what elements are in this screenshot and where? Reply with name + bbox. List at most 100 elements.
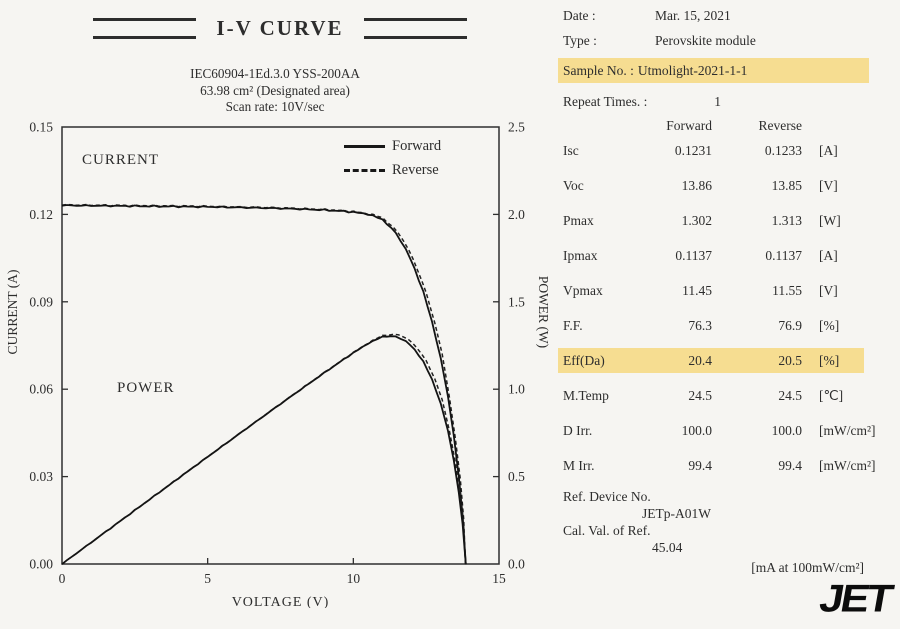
param-label: Isc bbox=[563, 143, 579, 158]
legend-item-forward: Forward bbox=[344, 134, 441, 158]
reverse-value: 76.9 bbox=[778, 318, 802, 333]
cal-val-unit: [mA at 100mW/cm²] bbox=[751, 560, 864, 575]
type-label: Type : bbox=[563, 33, 597, 48]
parameter-table: Isc 0.1231 0.1233 [A] Voc 13.86 13.85 [V] Pmax 1.… bbox=[558, 133, 888, 483]
power-reverse-curve bbox=[61, 333, 467, 565]
reverse-value: 20.5 bbox=[778, 353, 802, 368]
reverse-value: 0.1233 bbox=[764, 143, 802, 158]
unit-label: [mW/cm²] bbox=[819, 458, 876, 473]
legend-label-forward: Forward bbox=[392, 137, 442, 154]
table-row: Ipmax 0.1137 0.1137 [A] bbox=[558, 238, 888, 273]
forward-value: 0.1231 bbox=[674, 143, 712, 158]
cal-val-value: 45.04 bbox=[652, 540, 683, 555]
param-label: Eff(Da) bbox=[563, 353, 605, 368]
forward-value: 1.302 bbox=[681, 213, 712, 228]
scan-rate-line: Scan rate: 10V/sec bbox=[225, 99, 325, 114]
y-right-tick-label: 2.5 bbox=[508, 120, 525, 135]
table-row: Voc 13.86 13.85 [V] bbox=[558, 168, 888, 203]
reverse-value: 0.1137 bbox=[765, 248, 802, 263]
ref-device-value: JETp-A01W bbox=[642, 506, 711, 521]
x-tick-label: 15 bbox=[492, 571, 506, 586]
standard-line: IEC60904-1Ed.3.0 YSS-200AA bbox=[190, 66, 360, 81]
param-label: M.Temp bbox=[563, 388, 609, 403]
param-label: D Irr. bbox=[563, 423, 593, 438]
forward-value: 99.4 bbox=[688, 458, 712, 473]
right-axis-label: POWER (W) bbox=[536, 276, 551, 348]
unit-label: [A] bbox=[819, 143, 838, 158]
param-label: Vpmax bbox=[563, 283, 603, 298]
chart-pane: I-V CURVE IEC60904-1Ed.3.0 YSS-200AA 63.… bbox=[5, 16, 551, 609]
table-row: D Irr. 100.0 100.0 [mW/cm²] bbox=[558, 413, 888, 448]
sample-value: Utmolight-2021-1-1 bbox=[637, 63, 748, 78]
iv-chart: 0 5 10 15 0.00 0.03 0.06 0.09 0.12 0.15 0.0 0.5 1.0 1… bbox=[5, 120, 551, 609]
param-label: Pmax bbox=[563, 213, 594, 228]
type-value: Perovskite module bbox=[655, 33, 756, 48]
y-right-tick-label: 1.5 bbox=[508, 294, 525, 309]
table-row: Vpmax 11.45 11.55 [V] bbox=[558, 273, 888, 308]
jet-logo: JET bbox=[816, 577, 894, 621]
reverse-value: 1.313 bbox=[771, 213, 802, 228]
y-left-tick-label: 0.15 bbox=[29, 120, 53, 135]
x-axis-label: VOLTAGE (V) bbox=[232, 595, 330, 608]
reverse-value: 11.55 bbox=[772, 283, 802, 298]
x-tick-label: 0 bbox=[59, 571, 66, 586]
unit-label: [A] bbox=[819, 248, 838, 263]
repeat-value: 1 bbox=[714, 94, 721, 109]
chart-legend: Forward Reverse bbox=[344, 134, 441, 182]
repeat-label: Repeat Times. : bbox=[563, 94, 648, 109]
results-pane: Date : Mar. 15, 2021 Type : Perovskite m… bbox=[556, 0, 900, 629]
table-row: M Irr. 99.4 99.4 [mW/cm²] bbox=[558, 448, 888, 483]
table-row: M.Temp 24.5 24.5 [℃] bbox=[558, 378, 888, 413]
type-row: Type : Perovskite module bbox=[563, 33, 893, 49]
reverse-value: 13.85 bbox=[771, 178, 802, 193]
y-right-tick-label: 1.0 bbox=[508, 382, 525, 397]
x-tick-label: 10 bbox=[347, 571, 361, 586]
y-left-tick-label: 0.06 bbox=[29, 382, 53, 397]
param-label: Ipmax bbox=[563, 248, 598, 263]
reverse-value: 24.5 bbox=[778, 388, 802, 403]
y-left-tick-label: 0.09 bbox=[29, 294, 53, 309]
reverse-value: 99.4 bbox=[778, 458, 802, 473]
legend-item-reverse: Reverse bbox=[344, 158, 441, 182]
current-curve-annotation: CURRENT bbox=[82, 152, 160, 168]
title-rule-right bbox=[363, 18, 467, 39]
sample-label: Sample No. : bbox=[563, 63, 634, 78]
y-right-tick-label: 0.0 bbox=[508, 557, 525, 572]
power-forward-curve bbox=[61, 335, 467, 565]
y-left-tick-label: 0.03 bbox=[29, 469, 53, 484]
reverse-column-header: Reverse bbox=[758, 118, 802, 133]
unit-label: [%] bbox=[819, 318, 840, 333]
unit-label: [W] bbox=[819, 213, 841, 228]
power-curve-annotation: POWER bbox=[117, 380, 175, 396]
forward-value: 13.86 bbox=[681, 178, 712, 193]
reverse-line-swatch bbox=[344, 168, 385, 172]
page-title: I-V CURVE bbox=[216, 16, 344, 40]
param-label: F.F. bbox=[563, 318, 583, 333]
unit-label: [V] bbox=[819, 283, 838, 298]
y-left-tick-label: 0.12 bbox=[29, 207, 53, 222]
empty-header-cell bbox=[558, 118, 658, 134]
date-label: Date : bbox=[563, 8, 596, 23]
left-axis-label: CURRENT (A) bbox=[5, 270, 20, 355]
empty-header-cell bbox=[802, 118, 888, 134]
sample-number-highlight: Sample No. : Utmolight-2021-1-1 bbox=[558, 58, 869, 83]
table-header: Forward Reverse bbox=[558, 118, 888, 134]
table-row: Isc 0.1231 0.1233 [A] bbox=[558, 133, 888, 168]
plot-frame bbox=[61, 126, 500, 565]
current-reverse-curve bbox=[61, 203, 467, 565]
forward-column-header: Forward bbox=[666, 118, 712, 133]
forward-value: 76.3 bbox=[688, 318, 712, 333]
forward-line-swatch bbox=[344, 144, 385, 148]
ref-device-label: Ref. Device No. bbox=[563, 489, 651, 504]
current-forward-curve bbox=[61, 204, 467, 565]
unit-label: [V] bbox=[819, 178, 838, 193]
param-label: M Irr. bbox=[563, 458, 595, 473]
forward-value: 20.4 bbox=[688, 353, 712, 368]
legend-label-reverse: Reverse bbox=[392, 161, 439, 178]
unit-label: [℃] bbox=[819, 388, 844, 403]
area-line: 63.98 cm² (Designated area) bbox=[200, 82, 350, 98]
date-row: Date : Mar. 15, 2021 bbox=[563, 8, 893, 24]
table-row: Pmax 1.302 1.313 [W] bbox=[558, 203, 888, 238]
date-value: Mar. 15, 2021 bbox=[655, 8, 731, 23]
